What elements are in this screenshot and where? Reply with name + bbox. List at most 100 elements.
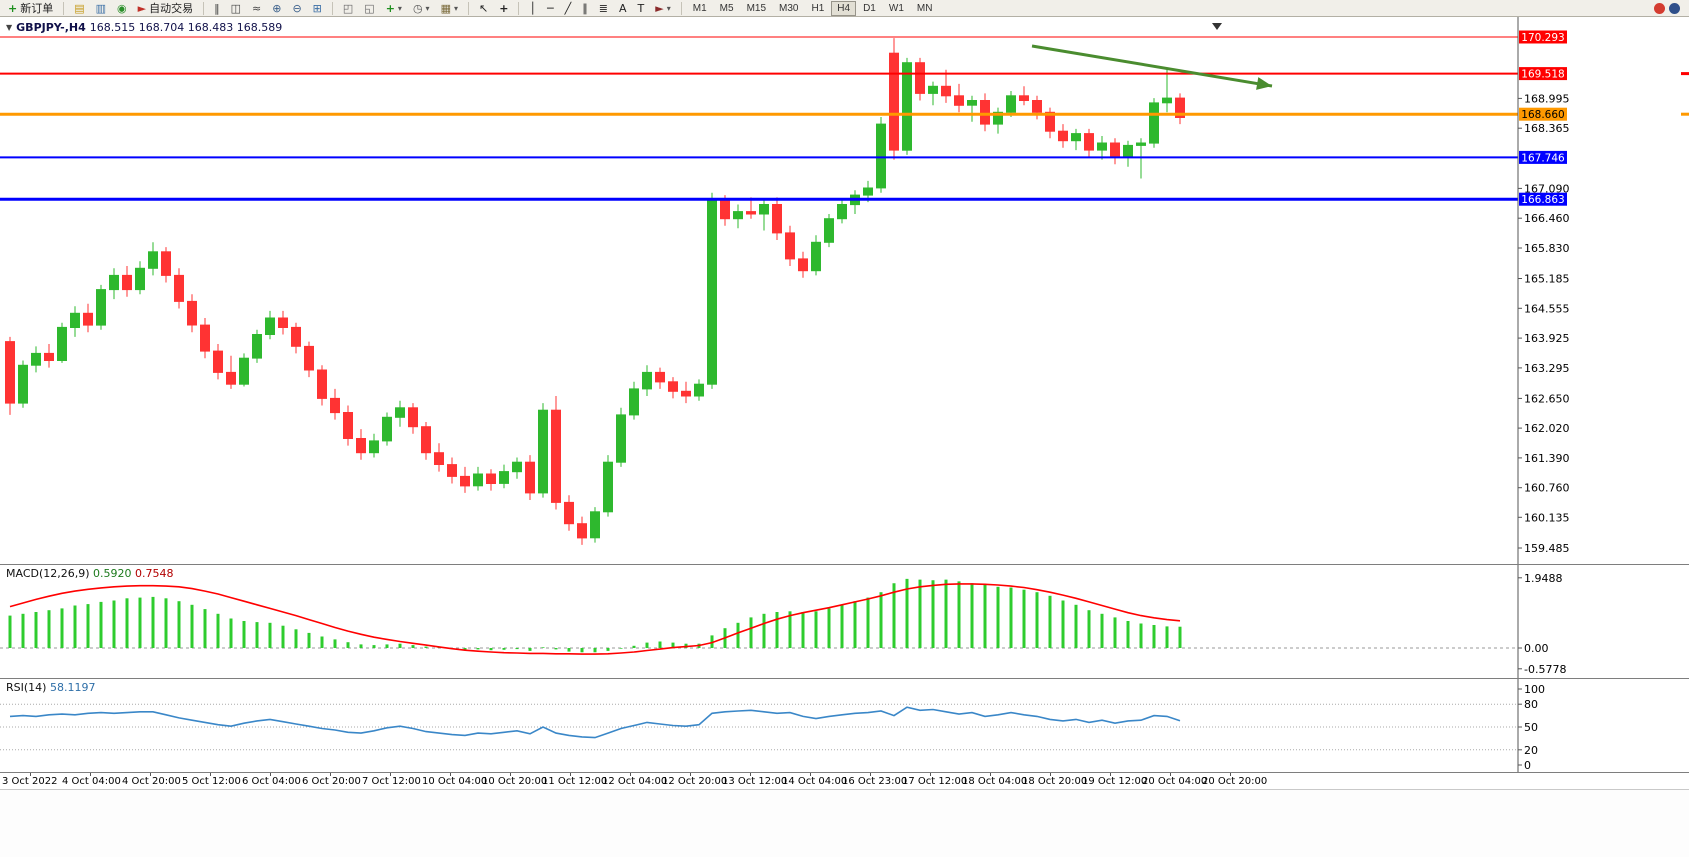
cursor-button[interactable]: ↖	[474, 1, 493, 16]
chart-symbol-period: GBPJPY-,H4	[16, 21, 86, 34]
main-toolbar: + 新订单 ▤ ▥ ◉ ► 自动交易 ‖ ◫ ≈ ⊕ ⊖ ⊞ ◰ ◱ + ▾ ◷…	[0, 0, 1689, 17]
horizontal-line-objects	[0, 36, 1518, 201]
svg-text:20: 20	[1524, 744, 1538, 757]
time-axis[interactable]: 3 Oct 2022 4 Oct 04:00 4 Oct 20:00 5 Oct 12…	[0, 772, 1689, 790]
rsi-value: 58.1197	[49, 681, 96, 694]
zoom-in-button[interactable]: ⊕	[267, 1, 286, 16]
svg-text:165.830: 165.830	[1524, 242, 1570, 255]
arrows-tool-icon: ►	[655, 1, 664, 15]
time-label: 18 Oct 20:00	[1022, 776, 1088, 787]
profile-icon[interactable]	[1669, 2, 1680, 14]
svg-text:169.518: 169.518	[1521, 69, 1564, 81]
timeframe-m5-button[interactable]: M5	[714, 1, 740, 16]
time-tick	[930, 773, 931, 776]
periods-button[interactable]: ◷ ▾	[408, 1, 435, 16]
rsi-panel-canvas[interactable]: 100 80 50 20 0	[0, 678, 1689, 772]
trendline-button[interactable]: ╱	[560, 1, 577, 16]
text-tool-button[interactable]: A	[614, 1, 632, 16]
time-tick	[690, 773, 691, 776]
toolbar-separator	[331, 1, 333, 15]
collapse-triangle-icon[interactable]: ▼	[6, 23, 13, 32]
svg-text:80: 80	[1524, 698, 1538, 711]
edge-price-marker	[1681, 112, 1689, 116]
edge-price-marker	[1681, 72, 1689, 76]
community-icon[interactable]	[1654, 2, 1665, 14]
time-tick	[450, 773, 451, 776]
zoom-out-button[interactable]: ⊖	[287, 1, 306, 16]
arrange-windows-button[interactable]: ◰	[338, 1, 358, 16]
time-tick	[990, 773, 991, 776]
time-label: 13 Oct 12:00	[722, 776, 788, 787]
fibonacci-button[interactable]: ≣	[594, 1, 613, 16]
time-tick	[30, 773, 31, 776]
time-label: 20 Oct 04:00	[1142, 776, 1208, 787]
market-watch-button[interactable]: ▥	[91, 1, 111, 16]
time-tick	[810, 773, 811, 776]
template-icon: ▦	[440, 1, 451, 15]
macd-panel-canvas[interactable]: 1.9488 0.00 -0.5778	[0, 564, 1689, 678]
time-label: 3 Oct 2022	[2, 776, 58, 787]
time-label: 5 Oct 12:00	[182, 776, 241, 787]
timeframe-mn-button[interactable]: MN	[911, 1, 939, 16]
svg-text:0: 0	[1524, 759, 1531, 772]
svg-text:50: 50	[1524, 721, 1538, 734]
price-axis: 168.995 168.365 167.090 166.460 165.830 165.1…	[1517, 17, 1570, 564]
svg-text:0.00: 0.00	[1524, 642, 1549, 655]
tile-windows-icon: ⊞	[312, 1, 322, 15]
rsi-line	[9, 706, 1181, 739]
svg-text:166.863: 166.863	[1521, 194, 1564, 206]
chart-title: ▼ GBPJPY-,H4 168.515 168.704 168.483 168…	[6, 21, 282, 34]
toolbar-separator	[203, 1, 205, 15]
time-tick	[330, 773, 331, 776]
timeframe-m1-button[interactable]: M1	[687, 1, 713, 16]
profiles-button[interactable]: ▤	[69, 1, 89, 16]
time-tick	[630, 773, 631, 776]
time-label: 19 Oct 12:00	[1082, 776, 1148, 787]
horizontal-line-button[interactable]: ─	[542, 1, 559, 16]
candlestick-chart-button[interactable]: ◫	[226, 1, 246, 16]
workspace-bottom-area	[0, 790, 1689, 857]
time-tick	[90, 773, 91, 776]
timeframe-m30-button[interactable]: M30	[773, 1, 804, 16]
bar-chart-button[interactable]: ‖	[209, 1, 225, 16]
clock-icon: ◷	[412, 1, 423, 15]
svg-text:100: 100	[1524, 683, 1545, 696]
templates-button[interactable]: ▦ ▾	[436, 1, 463, 16]
rsi-name: RSI(14)	[6, 681, 47, 694]
time-label: 6 Oct 04:00	[242, 776, 301, 787]
svg-text:167.090: 167.090	[1524, 182, 1570, 195]
candles-series	[5, 38, 1185, 545]
trendline-icon: ╱	[564, 1, 572, 15]
arrows-tool-button[interactable]: ► ▾	[650, 1, 675, 16]
channel-icon: ∥	[582, 1, 588, 15]
crosshair-button[interactable]: +	[494, 1, 513, 16]
timeframe-d1-button[interactable]: D1	[857, 1, 882, 16]
macd-name: MACD(12,26,9)	[6, 567, 90, 580]
time-tick	[1050, 773, 1051, 776]
timeframe-m15-button[interactable]: M15	[741, 1, 772, 16]
macd-value-main: 0.5920	[93, 567, 132, 580]
navigator-button[interactable]: ◉	[112, 1, 132, 16]
time-tick	[150, 773, 151, 776]
indicators-icon: +	[385, 1, 395, 15]
auto-trading-button[interactable]: ► 自动交易	[133, 1, 198, 16]
new-order-button[interactable]: + 新订单	[3, 1, 58, 16]
cascade-windows-button[interactable]: ◱	[359, 1, 379, 16]
vertical-line-button[interactable]: │	[524, 1, 541, 16]
navigator-icon: ◉	[117, 1, 127, 15]
time-tick	[270, 773, 271, 776]
chevron-down-icon: ▾	[425, 3, 430, 13]
macd-signal-line	[9, 583, 1181, 655]
time-label: 20 Oct 20:00	[1202, 776, 1268, 787]
label-tool-button[interactable]: T	[633, 1, 650, 16]
channel-button[interactable]: ∥	[577, 1, 593, 16]
price-chart-canvas[interactable]: 168.995 168.365 167.090 166.460 165.830 165.1…	[0, 17, 1689, 564]
timeframe-h4-button[interactable]: H4	[831, 0, 857, 16]
indicators-button[interactable]: + ▾	[381, 1, 407, 16]
time-label: 7 Oct 12:00	[362, 776, 421, 787]
timeframe-h1-button[interactable]: H1	[805, 1, 830, 16]
line-chart-button[interactable]: ≈	[247, 1, 266, 16]
macd-histogram	[8, 578, 1182, 653]
tile-windows-button[interactable]: ⊞	[308, 1, 327, 16]
timeframe-w1-button[interactable]: W1	[883, 1, 910, 16]
